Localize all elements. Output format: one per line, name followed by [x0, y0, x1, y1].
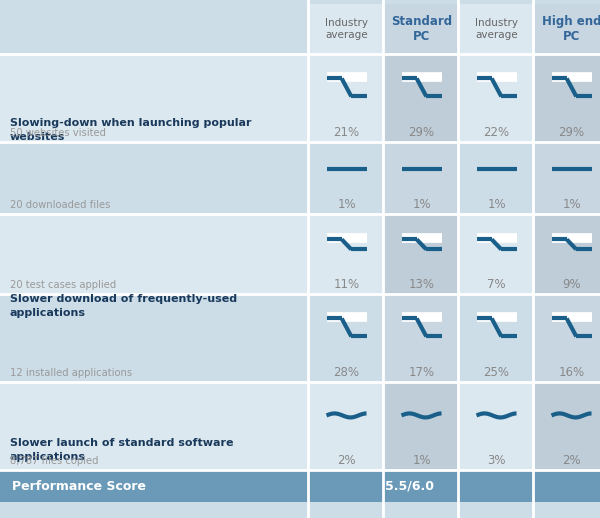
Text: 3%: 3%	[487, 454, 506, 467]
Bar	[535, 294, 600, 382]
Text: 21%: 21%	[334, 126, 359, 139]
Text: 20 downloaded files: 20 downloaded files	[10, 200, 110, 210]
Text: 8,787 files copied: 8,787 files copied	[10, 456, 98, 466]
Bar	[310, 382, 383, 470]
Text: High end
PC: High end PC	[542, 15, 600, 43]
Text: 20 test cases applied: 20 test cases applied	[10, 280, 116, 290]
Bar	[460, 382, 533, 470]
Text: 11%: 11%	[334, 278, 359, 291]
Text: Slower launch of standard software: Slower launch of standard software	[10, 438, 233, 448]
Bar	[310, 214, 383, 294]
Bar	[310, 54, 383, 142]
Text: 28%: 28%	[334, 366, 359, 379]
Text: Standard
PC: Standard PC	[391, 15, 452, 43]
Bar	[385, 382, 458, 470]
Bar	[460, 54, 533, 142]
Bar	[0, 382, 308, 470]
Bar	[0, 214, 308, 294]
Text: 1%: 1%	[412, 454, 431, 467]
Text: Slowing-down when launching popular: Slowing-down when launching popular	[10, 118, 251, 128]
Text: 22%: 22%	[484, 126, 509, 139]
Text: Slower download of frequently-used: Slower download of frequently-used	[10, 294, 237, 304]
Text: 29%: 29%	[559, 126, 584, 139]
Text: 1%: 1%	[487, 198, 506, 211]
Text: 7%: 7%	[487, 278, 506, 291]
Text: 13%: 13%	[409, 278, 434, 291]
Text: Performance Score: Performance Score	[12, 480, 146, 493]
Text: applications: applications	[10, 452, 86, 462]
Text: 2%: 2%	[562, 454, 581, 467]
Bar	[0, 54, 308, 142]
Text: 12 installed applications: 12 installed applications	[10, 368, 132, 378]
Bar	[535, 4, 600, 54]
Bar	[0, 470, 600, 502]
Bar	[535, 214, 600, 294]
Text: 9%: 9%	[562, 278, 581, 291]
Bar	[385, 214, 458, 294]
Bar	[0, 142, 308, 214]
Text: 29%: 29%	[409, 126, 434, 139]
Bar	[385, 54, 458, 142]
Bar	[535, 382, 600, 470]
Text: Industry
average: Industry average	[325, 18, 368, 40]
Bar	[535, 142, 600, 214]
Text: 1%: 1%	[562, 198, 581, 211]
Text: 17%: 17%	[409, 366, 434, 379]
Bar	[310, 294, 383, 382]
Bar	[385, 4, 458, 54]
Bar	[310, 142, 383, 214]
Bar	[460, 4, 533, 54]
Text: 5.5/6.0: 5.5/6.0	[385, 480, 434, 493]
Bar	[385, 142, 458, 214]
Bar	[460, 214, 533, 294]
Text: 1%: 1%	[412, 198, 431, 211]
Text: 1%: 1%	[337, 198, 356, 211]
Bar	[0, 294, 308, 382]
Bar	[535, 54, 600, 142]
Text: websites: websites	[10, 132, 65, 142]
Bar	[385, 294, 458, 382]
Text: Industry
average: Industry average	[475, 18, 518, 40]
Bar	[460, 294, 533, 382]
Text: 16%: 16%	[559, 366, 584, 379]
Bar	[310, 4, 383, 54]
Text: 25%: 25%	[484, 366, 509, 379]
Bar	[0, 4, 308, 54]
Text: 2%: 2%	[337, 454, 356, 467]
Bar	[460, 142, 533, 214]
Text: applications: applications	[10, 308, 86, 318]
Text: 50 websites visited: 50 websites visited	[10, 128, 106, 138]
